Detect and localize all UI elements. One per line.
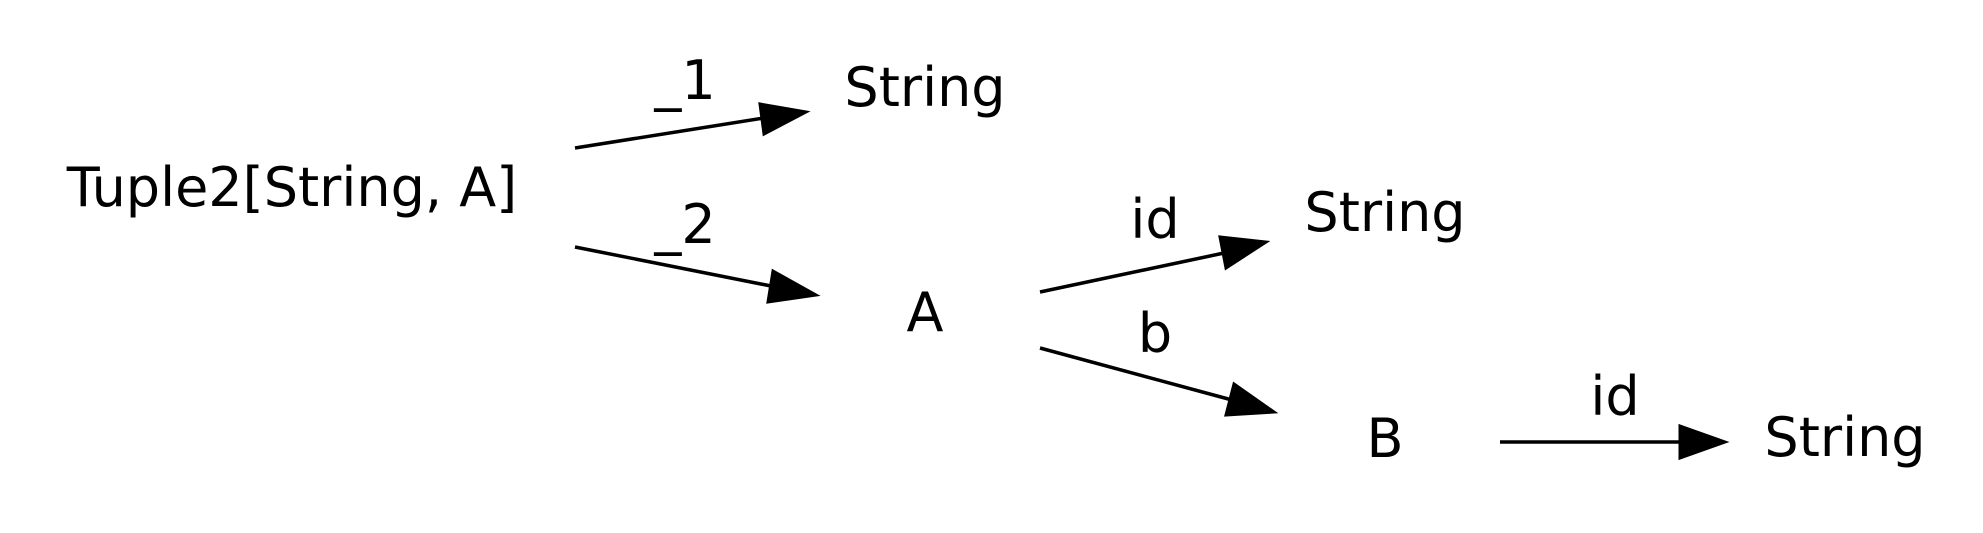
- edge-label-id: id: [1130, 188, 1179, 251]
- edge-root-to-a: _2: [574, 193, 821, 304]
- edge-line: [574, 245, 772, 288]
- edge-label-2: _2: [653, 193, 715, 256]
- arrowhead: [758, 102, 811, 137]
- edge-line: [1039, 251, 1225, 294]
- edge-label-id: id: [1590, 365, 1639, 428]
- node-tuple2-root: Tuple2[String, A]: [66, 156, 517, 219]
- edge-a-to-b: b: [1039, 302, 1279, 417]
- edge-label-1: _1: [653, 49, 715, 112]
- edge-a-to-string-id: id: [1039, 188, 1271, 294]
- arrowhead: [1218, 235, 1271, 271]
- node-string-b-id: String: [1764, 406, 1925, 469]
- edge-line: [1039, 346, 1233, 402]
- arrowhead: [1224, 381, 1279, 417]
- edge-label-b: b: [1138, 302, 1172, 365]
- edge-line: [574, 116, 765, 150]
- node-string-a-id: String: [1304, 181, 1465, 244]
- node-a: A: [907, 281, 944, 344]
- edge-b-to-string-id: id: [1500, 365, 1730, 461]
- edge-root-to-string-1: _1: [574, 49, 811, 150]
- node-string-1: String: [844, 56, 1005, 119]
- arrowhead: [766, 268, 821, 304]
- node-b: B: [1366, 407, 1403, 470]
- arrowhead: [1678, 423, 1730, 461]
